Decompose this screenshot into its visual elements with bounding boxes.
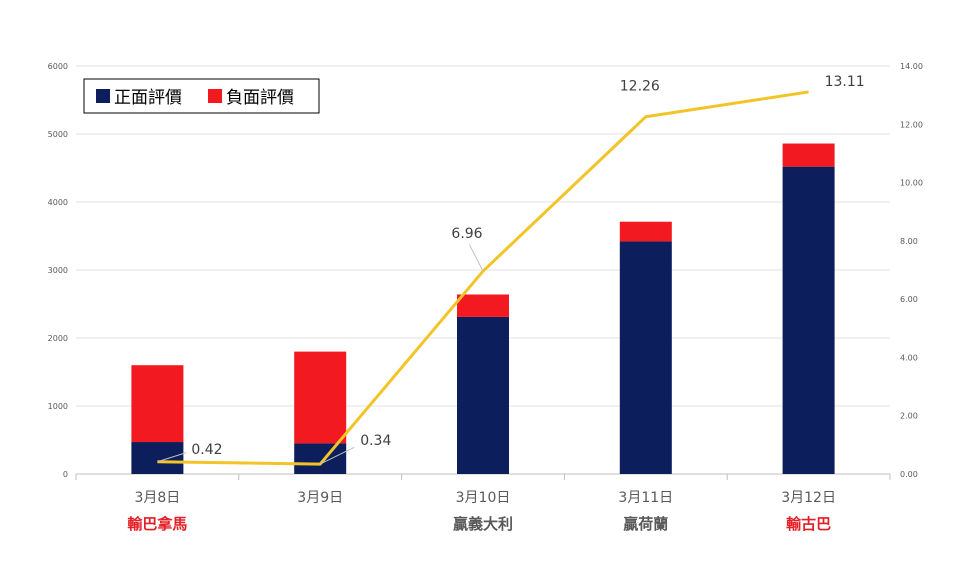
line-data-label: 12.26: [620, 79, 660, 95]
legend-label-positive: 正面評價: [114, 88, 182, 108]
label-leader-line: [468, 244, 484, 272]
legend-swatch-positive: [96, 89, 110, 103]
bar-positive: [782, 166, 835, 474]
result-label: 輸古巴: [786, 515, 831, 533]
left-tick-label: 2000: [48, 334, 68, 343]
category-label: 3月11日: [618, 490, 673, 506]
line-data-label: 0.42: [191, 442, 222, 458]
bar-negative: [294, 351, 347, 444]
legend: 正面評價 負面評價: [83, 78, 320, 114]
line-data-label: 6.96: [451, 226, 482, 242]
right-tick-label: 12.00: [900, 120, 923, 129]
bars: [131, 143, 835, 474]
label-leader-line: [319, 446, 355, 465]
right-y-axis: 0.00 2.00 4.00 6.00 8.00 10.00 12.00 14.00: [900, 62, 923, 479]
bar-negative: [131, 365, 184, 443]
category-label: 3月8日: [134, 490, 180, 506]
legend-swatch-negative: [208, 89, 222, 103]
bar-negative: [782, 143, 835, 167]
data-labels: 0.42 0.34 6.96 12.26 13.11: [157, 74, 865, 465]
bar-positive: [131, 442, 184, 474]
left-tick-label: 1000: [48, 402, 68, 411]
legend-label-negative: 負面評價: [226, 88, 294, 108]
bar-positive: [294, 443, 347, 474]
result-label: 贏荷蘭: [623, 515, 668, 533]
right-tick-label: 0.00: [900, 470, 918, 479]
category-label: 3月12日: [781, 490, 836, 506]
left-tick-label: 5000: [48, 130, 68, 139]
label-leader-line: [157, 452, 187, 463]
category-label: 3月10日: [456, 490, 511, 506]
right-tick-label: 4.00: [900, 353, 918, 362]
bar-negative: [619, 221, 672, 242]
left-tick-label: 6000: [48, 62, 68, 71]
bar-positive: [619, 241, 672, 474]
bar-positive: [457, 316, 509, 474]
bar-negative: [457, 294, 509, 317]
left-y-axis: 0 1000 2000 3000 4000 5000 6000: [48, 62, 68, 479]
legend-box: [83, 78, 320, 114]
left-tick-label: 0: [63, 470, 68, 479]
line-data-label: 13.11: [825, 74, 865, 90]
left-tick-label: 3000: [48, 266, 68, 275]
category-label: 3月9日: [297, 490, 343, 506]
right-tick-label: 8.00: [900, 237, 918, 246]
line-data-label: 0.34: [360, 433, 391, 449]
right-tick-label: 10.00: [900, 179, 923, 188]
result-label: 輸巴拿馬: [127, 515, 187, 533]
right-tick-label: 6.00: [900, 295, 918, 304]
left-tick-label: 4000: [48, 198, 68, 207]
right-tick-label: 2.00: [900, 412, 918, 421]
right-tick-label: 14.00: [900, 62, 923, 71]
result-label: 贏義大利: [453, 515, 513, 533]
